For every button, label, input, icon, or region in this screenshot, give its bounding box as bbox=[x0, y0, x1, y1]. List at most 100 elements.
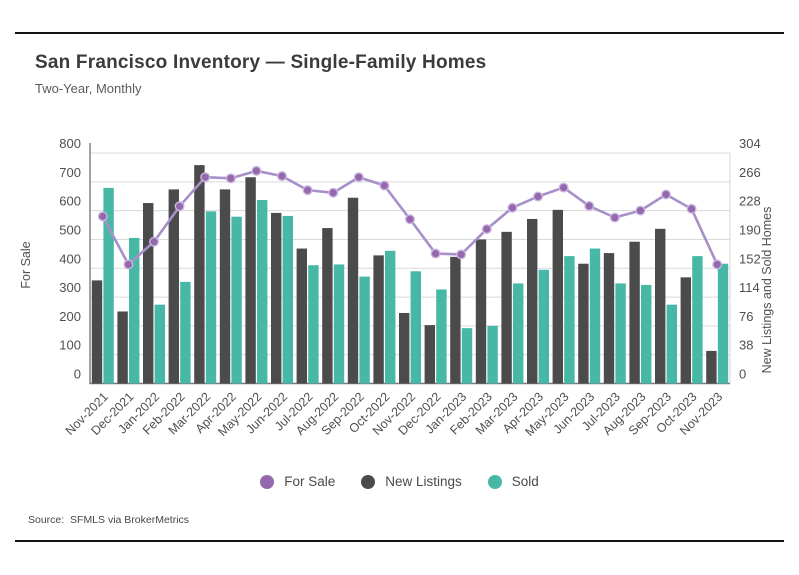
right-axis-tick: 190 bbox=[739, 222, 761, 237]
for-sale-point bbox=[507, 202, 518, 213]
for-sale-point bbox=[533, 191, 544, 202]
for-sale-point bbox=[277, 171, 288, 182]
legend-label-new-listings: New Listings bbox=[385, 474, 462, 489]
bar-sold bbox=[333, 264, 345, 384]
bar-sold bbox=[180, 281, 191, 384]
left-axis-tick: 0 bbox=[74, 367, 81, 382]
bar-sold bbox=[359, 276, 370, 384]
bar-new-listings bbox=[322, 228, 333, 384]
bar-new-listings bbox=[296, 248, 307, 384]
bar-new-listings bbox=[194, 165, 205, 384]
bar-sold bbox=[231, 216, 242, 384]
legend-label-sold: Sold bbox=[511, 474, 539, 489]
bar-new-listings bbox=[143, 203, 154, 384]
bar-sold bbox=[410, 271, 421, 384]
bar-new-listings bbox=[117, 311, 128, 384]
bar-new-listings bbox=[271, 212, 282, 384]
for-sale-point bbox=[225, 173, 236, 184]
for-sale-point bbox=[661, 189, 672, 200]
for-sale-point bbox=[405, 214, 416, 225]
bar-new-listings bbox=[475, 239, 487, 384]
bar-new-listings bbox=[450, 256, 461, 384]
right-axis-tick: 38 bbox=[739, 338, 753, 353]
legend-item-sold: Sold bbox=[487, 474, 539, 489]
bar-new-listings bbox=[501, 231, 512, 384]
bar-new-listings bbox=[424, 325, 435, 384]
bar-sold bbox=[717, 263, 729, 384]
bottom-divider bbox=[15, 540, 784, 542]
for-sale-point bbox=[456, 249, 467, 260]
for-sale-point bbox=[481, 224, 492, 235]
for-sale-point bbox=[635, 205, 646, 216]
bar-sold bbox=[282, 215, 293, 384]
chart-header: San Francisco Inventory — Single-Family … bbox=[35, 52, 486, 96]
for-sale-swatch-icon bbox=[260, 474, 275, 489]
bar-sold bbox=[666, 304, 677, 384]
for-sale-point bbox=[200, 172, 211, 183]
chart-area: 0 100 200 300 400 500 600 700 800 0 38 76 114 152 190 2… bbox=[0, 128, 799, 463]
bar-new-listings bbox=[347, 197, 359, 384]
left-axis-tick: 500 bbox=[59, 222, 81, 237]
bar-sold bbox=[461, 328, 473, 384]
for-sale-point bbox=[686, 203, 697, 214]
for-sale-point bbox=[584, 201, 595, 212]
bar-sold bbox=[385, 250, 396, 384]
right-axis-tick: 266 bbox=[739, 165, 761, 180]
source-note: Source: SFMLS via BrokerMetrics bbox=[28, 514, 190, 526]
for-sale-point bbox=[712, 259, 723, 270]
bar-sold bbox=[487, 325, 498, 384]
bar-new-listings bbox=[527, 218, 538, 384]
right-axis-tick: 152 bbox=[739, 251, 761, 266]
left-axis-tick: 800 bbox=[59, 136, 81, 151]
bar-sold bbox=[615, 283, 626, 384]
for-sale-point bbox=[353, 172, 364, 183]
chart-legend: For Sale New Listings Sold bbox=[0, 474, 799, 489]
bar-new-listings bbox=[219, 189, 231, 384]
bar-new-listings bbox=[373, 255, 384, 384]
bar-new-listings bbox=[629, 241, 640, 384]
bar-new-listings bbox=[706, 350, 717, 384]
left-axis-tick: 600 bbox=[59, 194, 81, 209]
left-axis-tick: 300 bbox=[59, 280, 81, 295]
bar-sold bbox=[205, 211, 217, 384]
bar-new-listings bbox=[680, 277, 691, 384]
page-title: San Francisco Inventory — Single-Family … bbox=[35, 52, 487, 73]
bar-sold bbox=[308, 265, 319, 384]
for-sale-point bbox=[123, 259, 134, 270]
legend-item-for-sale: For Sale bbox=[260, 474, 335, 489]
new-listings-swatch-icon bbox=[361, 474, 376, 489]
left-axis-tick: 400 bbox=[59, 251, 81, 266]
legend-item-new-listings: New Listings bbox=[361, 474, 462, 489]
left-axis-tick: 700 bbox=[59, 165, 81, 180]
bar-new-listings bbox=[578, 263, 589, 384]
sold-swatch-icon bbox=[487, 474, 502, 489]
for-sale-point bbox=[379, 180, 390, 191]
for-sale-point bbox=[430, 248, 441, 259]
bar-sold bbox=[154, 304, 165, 384]
bar-sold bbox=[257, 200, 268, 384]
legend-label-for-sale: For Sale bbox=[284, 474, 336, 489]
right-axis-tick: 228 bbox=[739, 194, 761, 209]
right-axis-tick: 304 bbox=[739, 136, 761, 151]
bar-new-listings bbox=[91, 280, 103, 384]
left-axis-tick: 100 bbox=[59, 338, 81, 353]
bar-new-listings bbox=[245, 177, 256, 384]
for-sale-point bbox=[148, 236, 159, 247]
bar-sold bbox=[513, 283, 524, 384]
bar-new-listings bbox=[399, 312, 410, 384]
right-axis-tick: 114 bbox=[739, 280, 760, 295]
bar-sold bbox=[129, 237, 140, 384]
for-sale-point bbox=[609, 212, 620, 223]
inventory-chart: 0 100 200 300 400 500 600 700 800 0 38 76 114 152 190 2… bbox=[19, 136, 774, 439]
bar-new-listings bbox=[655, 228, 666, 384]
bar-sold bbox=[103, 187, 114, 384]
right-axis-tick: 76 bbox=[739, 309, 753, 324]
for-sale-point bbox=[97, 211, 108, 222]
bar-new-listings bbox=[603, 253, 615, 384]
bar-sold bbox=[436, 289, 447, 384]
bar-new-listings bbox=[168, 189, 179, 384]
bar-sold bbox=[538, 269, 549, 384]
for-sale-point bbox=[302, 185, 313, 196]
bar-sold bbox=[692, 256, 703, 384]
right-axis-tick: 0 bbox=[739, 367, 746, 382]
